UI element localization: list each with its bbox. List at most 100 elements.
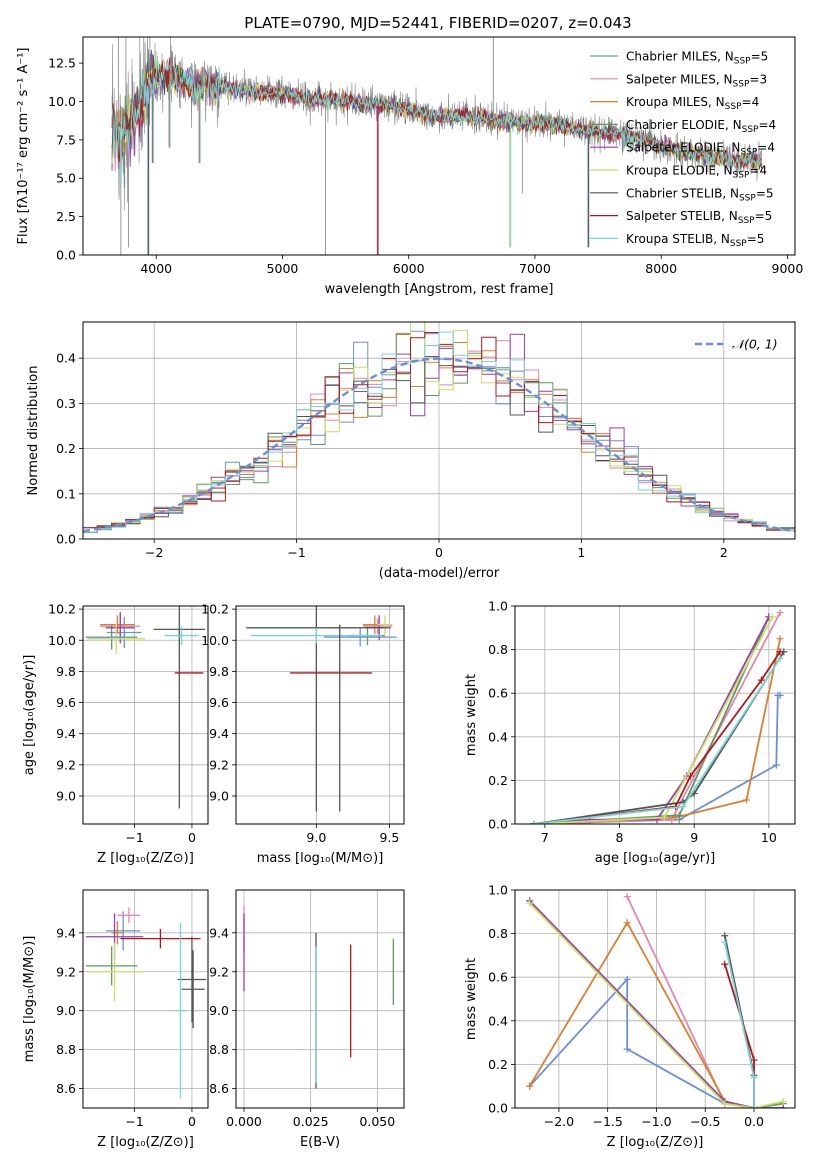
spectrum-xtick-label-4: 8000 xyxy=(645,261,677,276)
spectrum-ytick-label-4: 10.0 xyxy=(48,94,76,109)
spectrum-xtick-label-1: 5000 xyxy=(267,261,299,276)
legend-label-0: Chabrier MILES, NSSP=5 xyxy=(626,50,768,67)
residuals-legend-label: 𝒩(0, 1) xyxy=(732,337,778,352)
weight_vs_Z-xtick-label-3: −0.5 xyxy=(690,1114,720,1129)
weight_vs_Z-marker-6-0 xyxy=(721,932,729,940)
weight_vs_age-marker-2-3 xyxy=(776,635,784,643)
weight_vs_age-xtick-label-1: 8 xyxy=(616,830,624,845)
mass_vs_ebv-ytick-label-3: 9.2 xyxy=(209,964,229,979)
spectrum-model-8 xyxy=(111,55,762,185)
legend-label-3: Chabrier ELODIE, NSSP=4 xyxy=(626,118,776,135)
residuals-hist-8 xyxy=(83,331,795,533)
weight_vs_Z-marker-8-1 xyxy=(750,1073,758,1081)
weight_vs_age-marker-7-2 xyxy=(686,772,694,780)
residuals-plot xyxy=(83,322,795,534)
weight_vs_age-ylabel: mass weight xyxy=(464,674,479,756)
weight_vs_age-axes: 7 8 9 10 0.0 0.2 0.4 0.6 0.8 1.0 age [log₁₀(age/yr… xyxy=(464,599,796,866)
age_vs_Z-point-6 xyxy=(153,606,206,809)
legend-label-7: Salpeter STELIB, NSSP=5 xyxy=(626,209,772,226)
weight_vs_Z-plot xyxy=(526,893,787,1108)
weight_vs_age-marker-7-3 xyxy=(757,676,765,684)
weight_vs_Z-ytick-label-1: 0.2 xyxy=(488,1057,508,1072)
residuals-xtick-label-3: 1 xyxy=(577,545,585,560)
age_vs_mass-axes: 9.0 9.5 9.0 9.2 9.4 9.6 9.8 10.0 10.2 mass [log₁₀… xyxy=(201,602,405,866)
age_vs_mass-xlabel: mass [log₁₀(M/M⊙)] xyxy=(257,851,384,866)
age_vs_Z-point-8 xyxy=(164,626,199,645)
legend-label-8: Kroupa STELIB, NSSP=5 xyxy=(626,232,764,249)
mass_vs_Z-point-9 xyxy=(181,950,205,1029)
weight_vs_age-ytick-label-2: 0.4 xyxy=(488,729,508,744)
mass_vs_ebv-ytick-label-4: 9.4 xyxy=(209,925,229,940)
weight_vs_age-series-3 xyxy=(533,616,770,824)
spectrum-xtick-label-0: 4000 xyxy=(140,261,172,276)
weight_vs_age-ytick-label-4: 0.8 xyxy=(488,642,508,657)
weight_vs_age-series-1 xyxy=(533,612,781,824)
residuals-ytick-label-0: 0.0 xyxy=(56,532,76,547)
weight_vs_Z-marker-5-3 xyxy=(779,1097,787,1105)
residuals-ytick-label-3: 0.3 xyxy=(56,396,76,411)
weight_vs_age-marker-5-1 xyxy=(660,813,668,821)
residuals-xtick-label-4: 2 xyxy=(720,545,728,560)
mass_vs_ebv-ytick-label-2: 9.0 xyxy=(209,1003,229,1018)
weight_vs_age-marker-8-2 xyxy=(776,654,784,662)
age_vs_Z-point-0 xyxy=(107,616,142,649)
mass_vs_Z-point-5 xyxy=(85,942,144,1001)
mass_vs_ebv-xlabel: E(B-V) xyxy=(300,1135,340,1150)
weight_vs_Z-marker-1-0 xyxy=(623,893,631,901)
residuals-ytick-label-2: 0.2 xyxy=(56,441,76,456)
weight_vs_Z-marker-8-0 xyxy=(721,938,729,946)
age_vs_Z-ytick-label-1: 9.2 xyxy=(56,757,76,772)
residuals-ytick-label-1: 0.1 xyxy=(56,486,76,501)
weight_vs_age-ytick-label-1: 0.2 xyxy=(488,773,508,788)
weight_vs_Z-marker-2-0 xyxy=(526,1082,534,1090)
mass_vs_ebv-ytick-label-0: 8.6 xyxy=(209,1081,229,1096)
mass_vs_Z-xtick-label-0: −1 xyxy=(125,1114,143,1129)
weight_vs_Z-xtick-label-0: −2.0 xyxy=(544,1114,574,1129)
age_vs_mass-ytick-label-5: 10.0 xyxy=(201,633,229,648)
weight_vs_Z-axes: −2.0 −1.5 −1.0 −0.5 0.0 0.0 0.2 0.4 0.6 0.8 1.0 Z [… xyxy=(464,883,796,1150)
weight_vs_age-marker-2-2 xyxy=(742,796,750,804)
weight_vs_age-series-7 xyxy=(533,651,781,824)
age_vs_Z-ytick-label-4: 9.8 xyxy=(56,664,76,679)
weight_vs_Z-series-1 xyxy=(626,896,755,1108)
mass_vs_Z-ytick-label-1: 8.8 xyxy=(56,1042,76,1057)
residuals-hist-6 xyxy=(83,356,795,533)
age_vs_mass-point-0 xyxy=(323,627,397,647)
age_vs_Z-axes: −1 0 9.0 9.2 9.4 9.6 9.8 10.0 10.2 Z [log₁₀(Z/Z⊙)… xyxy=(22,602,209,866)
spectrum-ytick-label-1: 2.5 xyxy=(56,209,76,224)
weight_vs_Z-ytick-label-0: 0.0 xyxy=(488,1101,508,1116)
mass_vs_ebv-axes: 0.000 0.025 0.050 8.6 8.8 9.0 9.2 9.4 E(B-V) xyxy=(209,889,405,1150)
age_vs_mass-ytick-label-0: 9.0 xyxy=(209,788,229,803)
age_vs_Z-point-2 xyxy=(100,615,135,635)
spectrum-axes: 4000 5000 6000 7000 8000 9000 0.0 2.5 5.0 7.5 10.0… xyxy=(16,36,803,297)
weight_vs_age-xtick-label-0: 7 xyxy=(541,830,549,845)
weight_vs_Z-marker-0-2 xyxy=(623,1045,631,1053)
weight_vs_age-xtick-label-2: 9 xyxy=(690,830,698,845)
weight_vs_Z-marker-8-2 xyxy=(750,1104,758,1108)
mass_vs_Z-point-1 xyxy=(117,907,141,924)
weight_vs_Z-ylabel: mass weight xyxy=(464,958,479,1040)
weight_vs_Z-series-7 xyxy=(723,963,755,1108)
mass_vs_ebv-ytick-label-1: 8.8 xyxy=(209,1042,229,1057)
weight_vs_Z-xtick-label-4: 0.0 xyxy=(744,1114,764,1129)
weight_vs_age-marker-3-1 xyxy=(675,811,683,819)
mass_vs_Z-point-7 xyxy=(120,928,201,949)
weight_vs_Z-xtick-label-1: −1.5 xyxy=(593,1114,623,1129)
weight_vs_age-marker-1-2 xyxy=(776,609,784,617)
spectrum-xtick-label-3: 7000 xyxy=(519,261,551,276)
legend-label-6: Chabrier STELIB, NSSP=5 xyxy=(626,186,774,203)
residuals-xtick-label-1: −1 xyxy=(287,545,305,560)
age_vs_Z-xlabel: Z [log₁₀(Z/Z⊙)] xyxy=(97,851,194,866)
mass_vs_Z-ytick-label-0: 8.6 xyxy=(56,1081,76,1096)
figure-title: PLATE=0790, MJD=52441, FIBERID=0207, z=0… xyxy=(244,14,631,32)
mass_vs_ebv-plot xyxy=(243,905,394,1089)
weight_vs_age-ytick-label-3: 0.6 xyxy=(488,686,508,701)
spectrum-ytick-label-5: 12.5 xyxy=(48,56,76,71)
spectrum-ytick-label-0: 0.0 xyxy=(56,248,76,263)
weight_vs_age-xlabel: age [log₁₀(age/yr)] xyxy=(595,851,716,866)
spectrum-xlabel: wavelength [Angstrom, rest frame] xyxy=(325,282,554,297)
mass_vs_Z-point-3 xyxy=(85,946,138,986)
weight_vs_age-marker-7-4 xyxy=(776,648,784,656)
weight_vs_age-ytick-label-0: 0.0 xyxy=(488,817,508,832)
